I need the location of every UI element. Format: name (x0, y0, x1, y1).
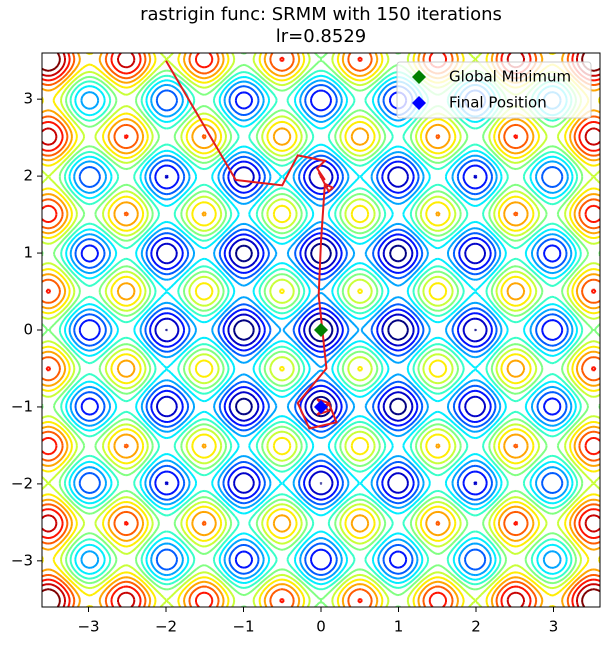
mark-layer (165, 60, 338, 430)
y-tick-label: 0 (23, 321, 33, 339)
contour-line (68, 79, 574, 581)
legend-box (396, 61, 592, 119)
y-tick-label: 2 (23, 167, 33, 185)
x-tick-label: −3 (77, 618, 99, 636)
legend-marker (412, 96, 426, 110)
y-tick-label: −3 (11, 551, 33, 569)
legend-label: Final Position (449, 94, 547, 112)
contour-line (154, 164, 488, 496)
x-tick-label: −1 (232, 618, 254, 636)
legend: Global Minimum Final Position (396, 61, 592, 119)
x-tick-label: −2 (155, 618, 177, 636)
y-tick-label: 1 (23, 244, 33, 262)
contour-line (42, 53, 600, 607)
legend-marker (412, 70, 426, 84)
contour-line (58, 69, 584, 591)
legend-label: Global Minimum (449, 68, 571, 86)
point-marker (314, 399, 328, 414)
point-marker (314, 323, 328, 337)
x-tick-label: 1 (394, 618, 404, 636)
x-tick-label: 3 (549, 618, 559, 636)
contour-line (73, 84, 569, 576)
y-tick-label: −2 (11, 474, 33, 492)
y-tick-label: −1 (11, 397, 33, 415)
x-tick-label: 0 (316, 618, 326, 636)
contour-line (42, 53, 600, 607)
contour-line (64, 74, 578, 586)
axes: −3 −2 −1 0 1 2 3 −3 −2 −1 0 1 2 3 (11, 90, 558, 636)
y-tick-label: 3 (23, 90, 33, 108)
contour-line (42, 53, 600, 607)
chart-title: rastrigin func: SRMM with 150 iterations (140, 4, 502, 25)
contour-layer (42, 53, 600, 607)
x-tick-label: 2 (471, 618, 481, 636)
trajectory (165, 60, 338, 430)
chart-subtitle: lr=0.8529 (276, 26, 366, 47)
